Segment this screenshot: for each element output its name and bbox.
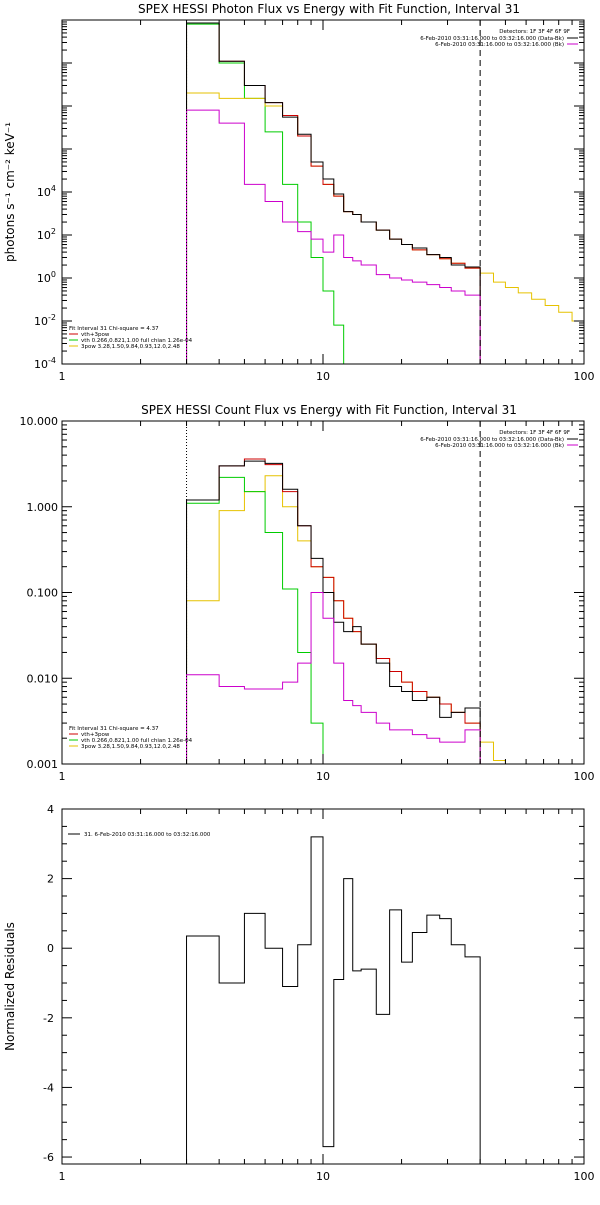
y-tick-label: 10.000 xyxy=(20,415,59,428)
legend-right-entry: 6-Feb-2010 03:31:16.000 to 03:32:16.000 … xyxy=(420,437,564,443)
legend-left-entry: Fit Interval 31 Chi-square = 4.37 xyxy=(69,326,159,332)
y-tick-exponent: -2 xyxy=(48,313,56,322)
x-tick-label: 1 xyxy=(59,1170,66,1183)
chart-panel-2: 1 10 100 0.001 0.010 0.100 1.000 10.000 SPEX HES… xyxy=(20,403,595,783)
legend-left-entry: Fit Interval 31 Chi-square = 4.37 xyxy=(69,726,159,732)
series-group xyxy=(186,836,481,1164)
y-tick-base: 10 xyxy=(37,186,51,199)
y-tick-label: 10-2 xyxy=(34,313,56,328)
x-tick-label: 100 xyxy=(574,770,595,783)
x-tick-label: 1 xyxy=(59,770,66,783)
y-tick-base: 10 xyxy=(34,358,48,371)
series-total xyxy=(186,22,481,364)
series-data xyxy=(186,22,481,364)
series-group xyxy=(186,458,506,764)
detectors-label: Detectors: 1F 3F 4F 6F 9F xyxy=(499,29,570,35)
legend-right-entry: 6-Feb-2010 03:31:16.000 to 03:32:16.000 … xyxy=(435,42,564,48)
series-data xyxy=(186,460,481,764)
x-tick-label: 1 xyxy=(59,370,66,383)
legend-left-entry: vth+3pow xyxy=(81,332,110,338)
x-tick-label: 10 xyxy=(316,770,330,783)
y-tick-base: 10 xyxy=(37,272,51,285)
legend-left-entry: 31. 6-Feb-2010 03:31:16.000 to 03:32:16.… xyxy=(84,832,211,838)
y-tick-label: 104 xyxy=(37,184,56,199)
x-tick-label: 100 xyxy=(574,370,595,383)
chart-title: SPEX HESSI Photon Flux vs Energy with Fi… xyxy=(138,2,520,16)
y-tick-label: 4 xyxy=(47,803,54,816)
chart-panel-3: 1 10 100 -6 -4 -2 0 2 4 Normalized Residuals 31. 6… xyxy=(3,803,595,1183)
series-thermal xyxy=(186,23,354,364)
series-residuals xyxy=(186,836,481,1164)
y-tick-label: 1.000 xyxy=(27,501,59,514)
y-axis-label: photons s⁻¹ cm⁻² keV⁻¹ xyxy=(3,122,17,262)
x-tick-label: 10 xyxy=(316,370,330,383)
legend-right-entry: 6-Feb-2010 03:31:16.000 to 03:32:16.000 … xyxy=(420,36,564,42)
y-axis-label: Normalized Residuals xyxy=(3,922,17,1051)
series-group xyxy=(186,22,584,364)
series-power_law xyxy=(186,92,584,364)
y-tick-label: 100 xyxy=(37,270,56,285)
series-power_law xyxy=(186,475,506,764)
y-tick-exponent: 0 xyxy=(51,270,56,279)
y-tick-label: -6 xyxy=(43,1151,54,1164)
y-tick-label: 0 xyxy=(47,942,54,955)
x-tick-label: 10 xyxy=(316,1170,330,1183)
legend-left-entry: vth 0.266,0.821,1.00 full chian 1.26e-04 xyxy=(81,738,193,744)
y-tick-exponent: -4 xyxy=(48,356,56,365)
y-tick-base: 10 xyxy=(37,229,51,242)
y-tick-label: 10-4 xyxy=(34,356,56,371)
y-tick-exponent: 4 xyxy=(51,184,56,193)
y-tick-label: 102 xyxy=(37,227,56,242)
series-thermal xyxy=(186,476,324,764)
y-tick-label: -4 xyxy=(43,1081,54,1094)
y-tick-exponent: 2 xyxy=(51,227,56,236)
y-tick-label: 0.001 xyxy=(27,758,59,771)
detectors-label: Detectors: 1F 3F 4F 6F 9F xyxy=(499,430,570,436)
y-tick-label: -2 xyxy=(43,1012,54,1025)
legend-left-entry: 3pow 3.28,1.50,9.84,0.93,12.0,2.48 xyxy=(81,744,180,750)
chart-title: SPEX HESSI Count Flux vs Energy with Fit… xyxy=(141,403,517,417)
y-tick-label: 0.100 xyxy=(27,587,59,600)
series-background xyxy=(186,109,481,364)
legend-left-entry: vth+3pow xyxy=(81,732,110,738)
series-background xyxy=(186,592,481,764)
legend-right-entry: 6-Feb-2010 03:31:16.000 to 03:32:16.000 … xyxy=(435,443,564,449)
y-tick-label: 2 xyxy=(47,873,54,886)
x-tick-label: 100 xyxy=(574,1170,595,1183)
y-tick-label: 0.010 xyxy=(27,672,59,685)
plot-frame xyxy=(61,19,585,365)
y-tick-base: 10 xyxy=(34,315,48,328)
legend-left-entry: vth 0.266,0.821,1.00 full chian 1.26e-04 xyxy=(81,338,193,344)
legend-left-entry: 3pow 3.28,1.50,9.84,0.93,12.0,2.48 xyxy=(81,344,180,350)
